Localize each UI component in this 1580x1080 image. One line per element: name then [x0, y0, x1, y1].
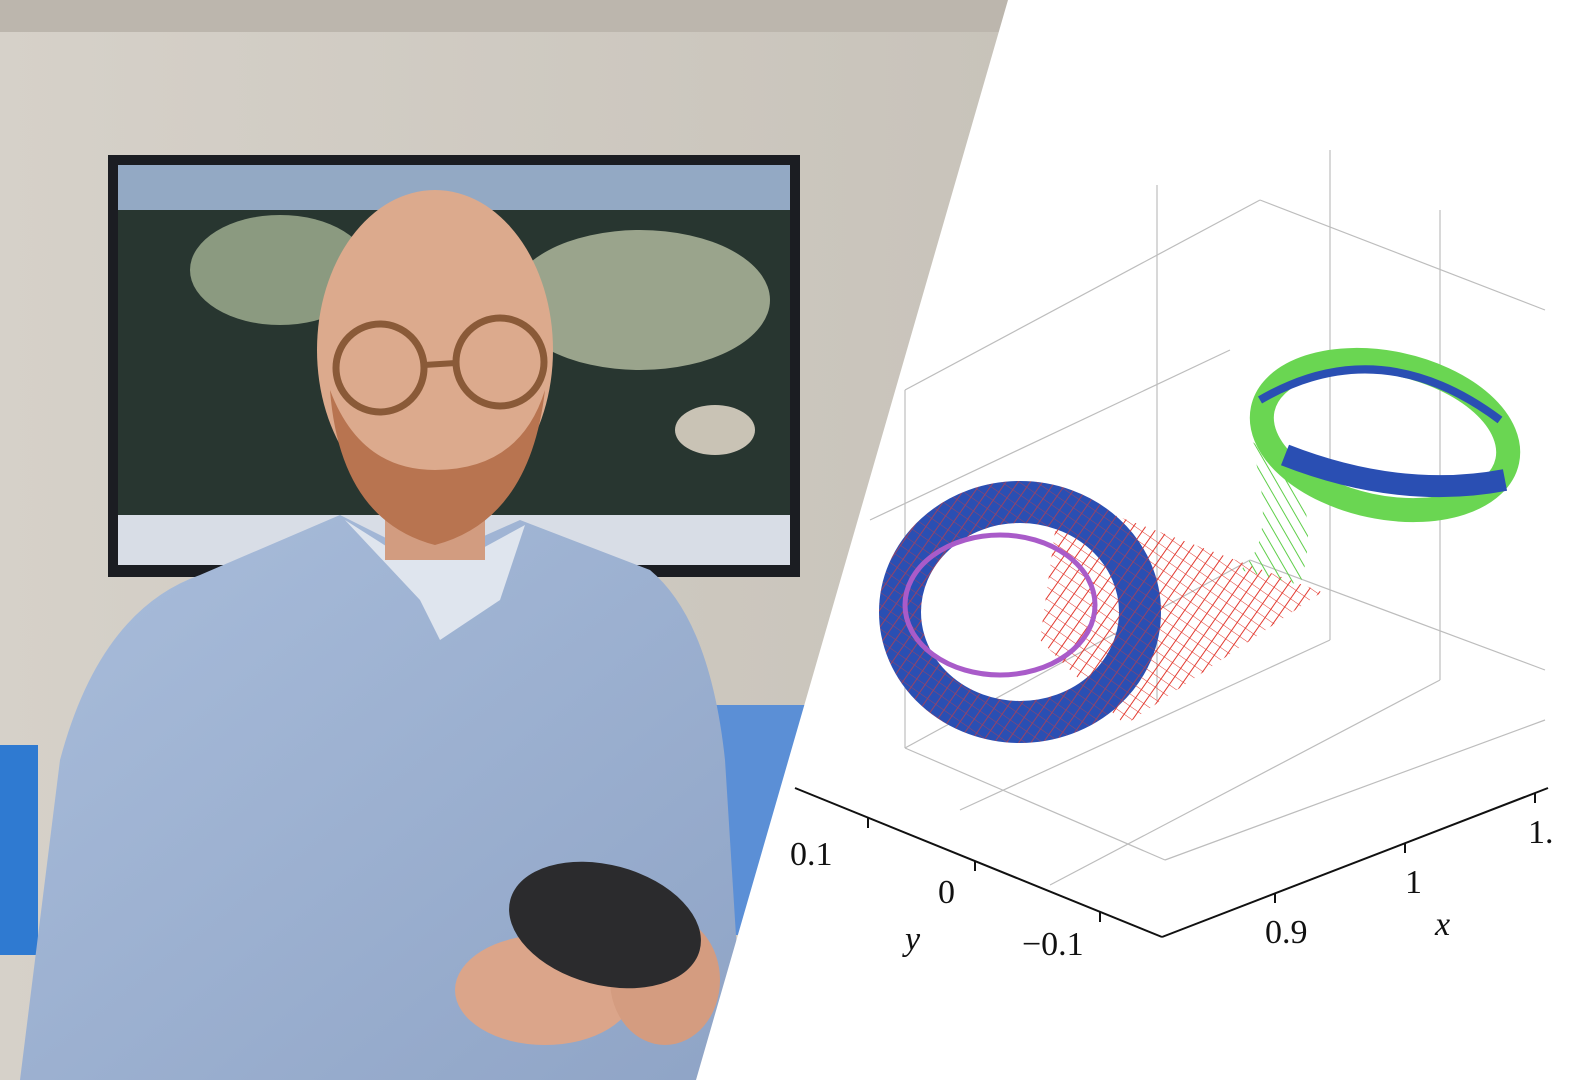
landmass	[675, 405, 755, 455]
glasses-lens	[452, 314, 548, 410]
x-axis-line	[1161, 787, 1549, 938]
y-tick-label: 0	[938, 874, 955, 911]
x-axis-label: x	[1434, 906, 1450, 943]
purple-orbit	[902, 532, 1098, 678]
x-tick-label: 1	[1405, 864, 1422, 901]
y-tick-label: −0.1	[1022, 926, 1084, 963]
x-tick-label: 1.	[1528, 814, 1554, 851]
grid-line	[959, 639, 1331, 811]
grid-line	[1049, 679, 1441, 886]
glasses-lens	[332, 320, 428, 416]
grid-line	[904, 199, 1261, 391]
asteroid-model	[509, 861, 701, 989]
x-tick-label: 0.9	[1265, 914, 1308, 951]
grid-line	[1164, 719, 1546, 861]
photo	[0, 0, 1010, 1080]
green-torus	[1249, 347, 1521, 523]
y-tick-label: 0.1	[790, 836, 833, 873]
glasses-bridge	[423, 360, 457, 368]
head	[317, 190, 553, 510]
red-torus-mesh	[879, 481, 1161, 743]
blue-band	[1280, 444, 1508, 498]
axes	[794, 787, 1549, 938]
monitor	[0, 745, 38, 955]
grid-line	[1259, 199, 1546, 311]
beard	[330, 390, 545, 545]
grid-line	[904, 747, 1166, 861]
ceiling	[0, 0, 1010, 32]
plot: 0.1 0 −0.1 y 0.9 1 1. x	[790, 150, 1554, 963]
landmass	[510, 230, 770, 370]
blue-band	[1257, 365, 1503, 424]
grid-line	[869, 349, 1231, 521]
y-axis-label: y	[902, 921, 921, 958]
